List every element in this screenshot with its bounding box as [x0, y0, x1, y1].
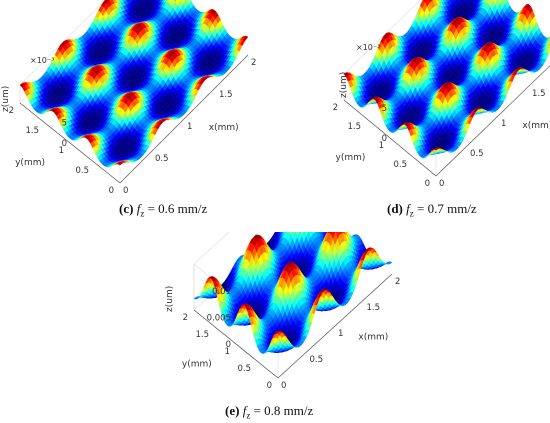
surface-svg: 0 0.5 1 1.5 2 0 0.5 1 1.5 2 0 5 x(mm) y(mm) z(um) ×10⁻³: [1, 0, 256, 196]
x-tick-label: 0: [439, 179, 444, 189]
x-tick-label: 0.5: [155, 154, 169, 164]
surface-facet: [129, 0, 134, 3]
y-tick-label: 1: [379, 141, 384, 151]
y-tick-label: 1: [59, 146, 64, 156]
z-axis-label: z(um): [339, 72, 349, 98]
surface-facet: [117, 161, 124, 166]
surface-svg: 00.511.5200.511.5200.0050.01x(mm)y(mm)z(…: [165, 159, 400, 391]
surface-plot-e: 0 0.5 1 1.5 2 0 0.5 1 1.5 2 0 0.005 0.01 x(mm) y(mm) z(…: [148, 159, 413, 402]
y-tick-label: 1.5: [25, 126, 39, 136]
surface-facet: [135, 0, 139, 3]
y-axis-label: y(mm): [15, 158, 45, 168]
y-tick-label: 0: [109, 186, 114, 196]
x-tick-label: 1.5: [219, 90, 233, 100]
y-tick-label: 2: [333, 103, 338, 113]
surface-plot-c: 0 0.5 1 1.5 2 0 0.5 1 1.5 2 0 5 x(mm) y(mm) z(um) ×10⁻³: [0, 0, 275, 205]
y-tick-label: 0.5: [393, 160, 407, 170]
x-axis-line: [435, 65, 550, 177]
x-tick-label: 0.5: [470, 149, 484, 159]
z-tick-label: 0: [382, 134, 387, 144]
surface-facet: [458, 0, 461, 2]
z-tick-label: 5: [62, 118, 67, 128]
x-tick-label: 1: [501, 119, 506, 129]
surface-facet: [433, 147, 440, 151]
y-tick-label: 0: [425, 179, 430, 189]
surface-mesh: [19, 0, 249, 168]
x-tick-label: 2: [251, 58, 256, 68]
y-tick-label: 0.5: [75, 166, 89, 176]
y-axis-line: [343, 99, 437, 177]
y-axis-label: y(mm): [336, 153, 366, 163]
surface-mesh: [343, 0, 550, 159]
x-axis-line: [119, 54, 249, 184]
x-axis-label: x(mm): [209, 123, 239, 133]
z-tick-label: 5: [382, 104, 387, 114]
x-tick-label: 0: [123, 186, 128, 196]
y-axis-line: [19, 102, 121, 184]
z-multiplier-label: ×10⁻³: [30, 56, 54, 65]
y-tick-label: 1.5: [347, 122, 361, 132]
z-axis-label: z(um): [1, 86, 11, 112]
y-tick-label: 2: [9, 106, 14, 116]
x-tick-label: 1: [187, 122, 192, 132]
x-tick-label: 1.5: [532, 89, 546, 99]
z-tick-label: 0: [62, 139, 67, 149]
x-axis-label: x(mm): [522, 121, 550, 131]
z-multiplier-label: ×10⁻³: [356, 43, 380, 52]
